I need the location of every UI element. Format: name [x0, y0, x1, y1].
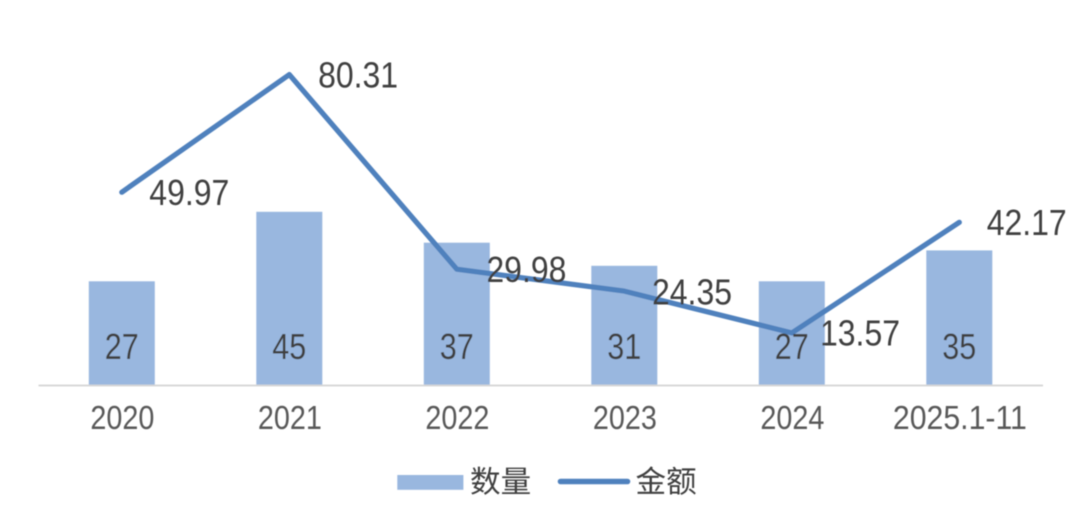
svg-text:29.98: 29.98 [486, 249, 566, 290]
svg-text:49.97: 49.97 [149, 172, 229, 213]
svg-text:2022: 2022 [425, 399, 489, 436]
svg-text:2020: 2020 [90, 399, 154, 436]
svg-text:31: 31 [607, 326, 641, 367]
svg-text:2023: 2023 [593, 399, 657, 436]
svg-text:37: 37 [440, 326, 474, 367]
svg-text:2021: 2021 [258, 399, 322, 436]
svg-text:27: 27 [105, 326, 139, 367]
svg-text:2024: 2024 [760, 399, 824, 436]
svg-text:42.17: 42.17 [987, 202, 1067, 243]
svg-text:24.35: 24.35 [652, 272, 732, 313]
svg-text:13.57: 13.57 [820, 313, 900, 354]
svg-text:80.31: 80.31 [318, 55, 398, 96]
svg-text:35: 35 [942, 326, 976, 367]
svg-text:45: 45 [272, 326, 306, 367]
svg-text:2025.1-11: 2025.1-11 [893, 399, 1027, 436]
svg-text:27: 27 [775, 326, 809, 367]
